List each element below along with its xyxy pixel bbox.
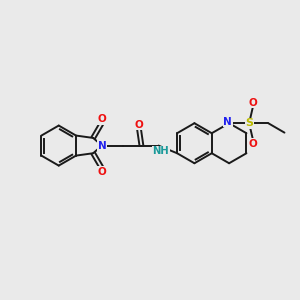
Text: N: N [223, 117, 232, 127]
Text: NH: NH [152, 146, 169, 157]
Text: O: O [97, 167, 106, 177]
Text: N: N [98, 141, 106, 151]
Text: O: O [248, 139, 257, 148]
Text: O: O [135, 120, 143, 130]
Text: O: O [97, 114, 106, 124]
Text: O: O [248, 98, 257, 108]
Text: S: S [245, 118, 253, 128]
